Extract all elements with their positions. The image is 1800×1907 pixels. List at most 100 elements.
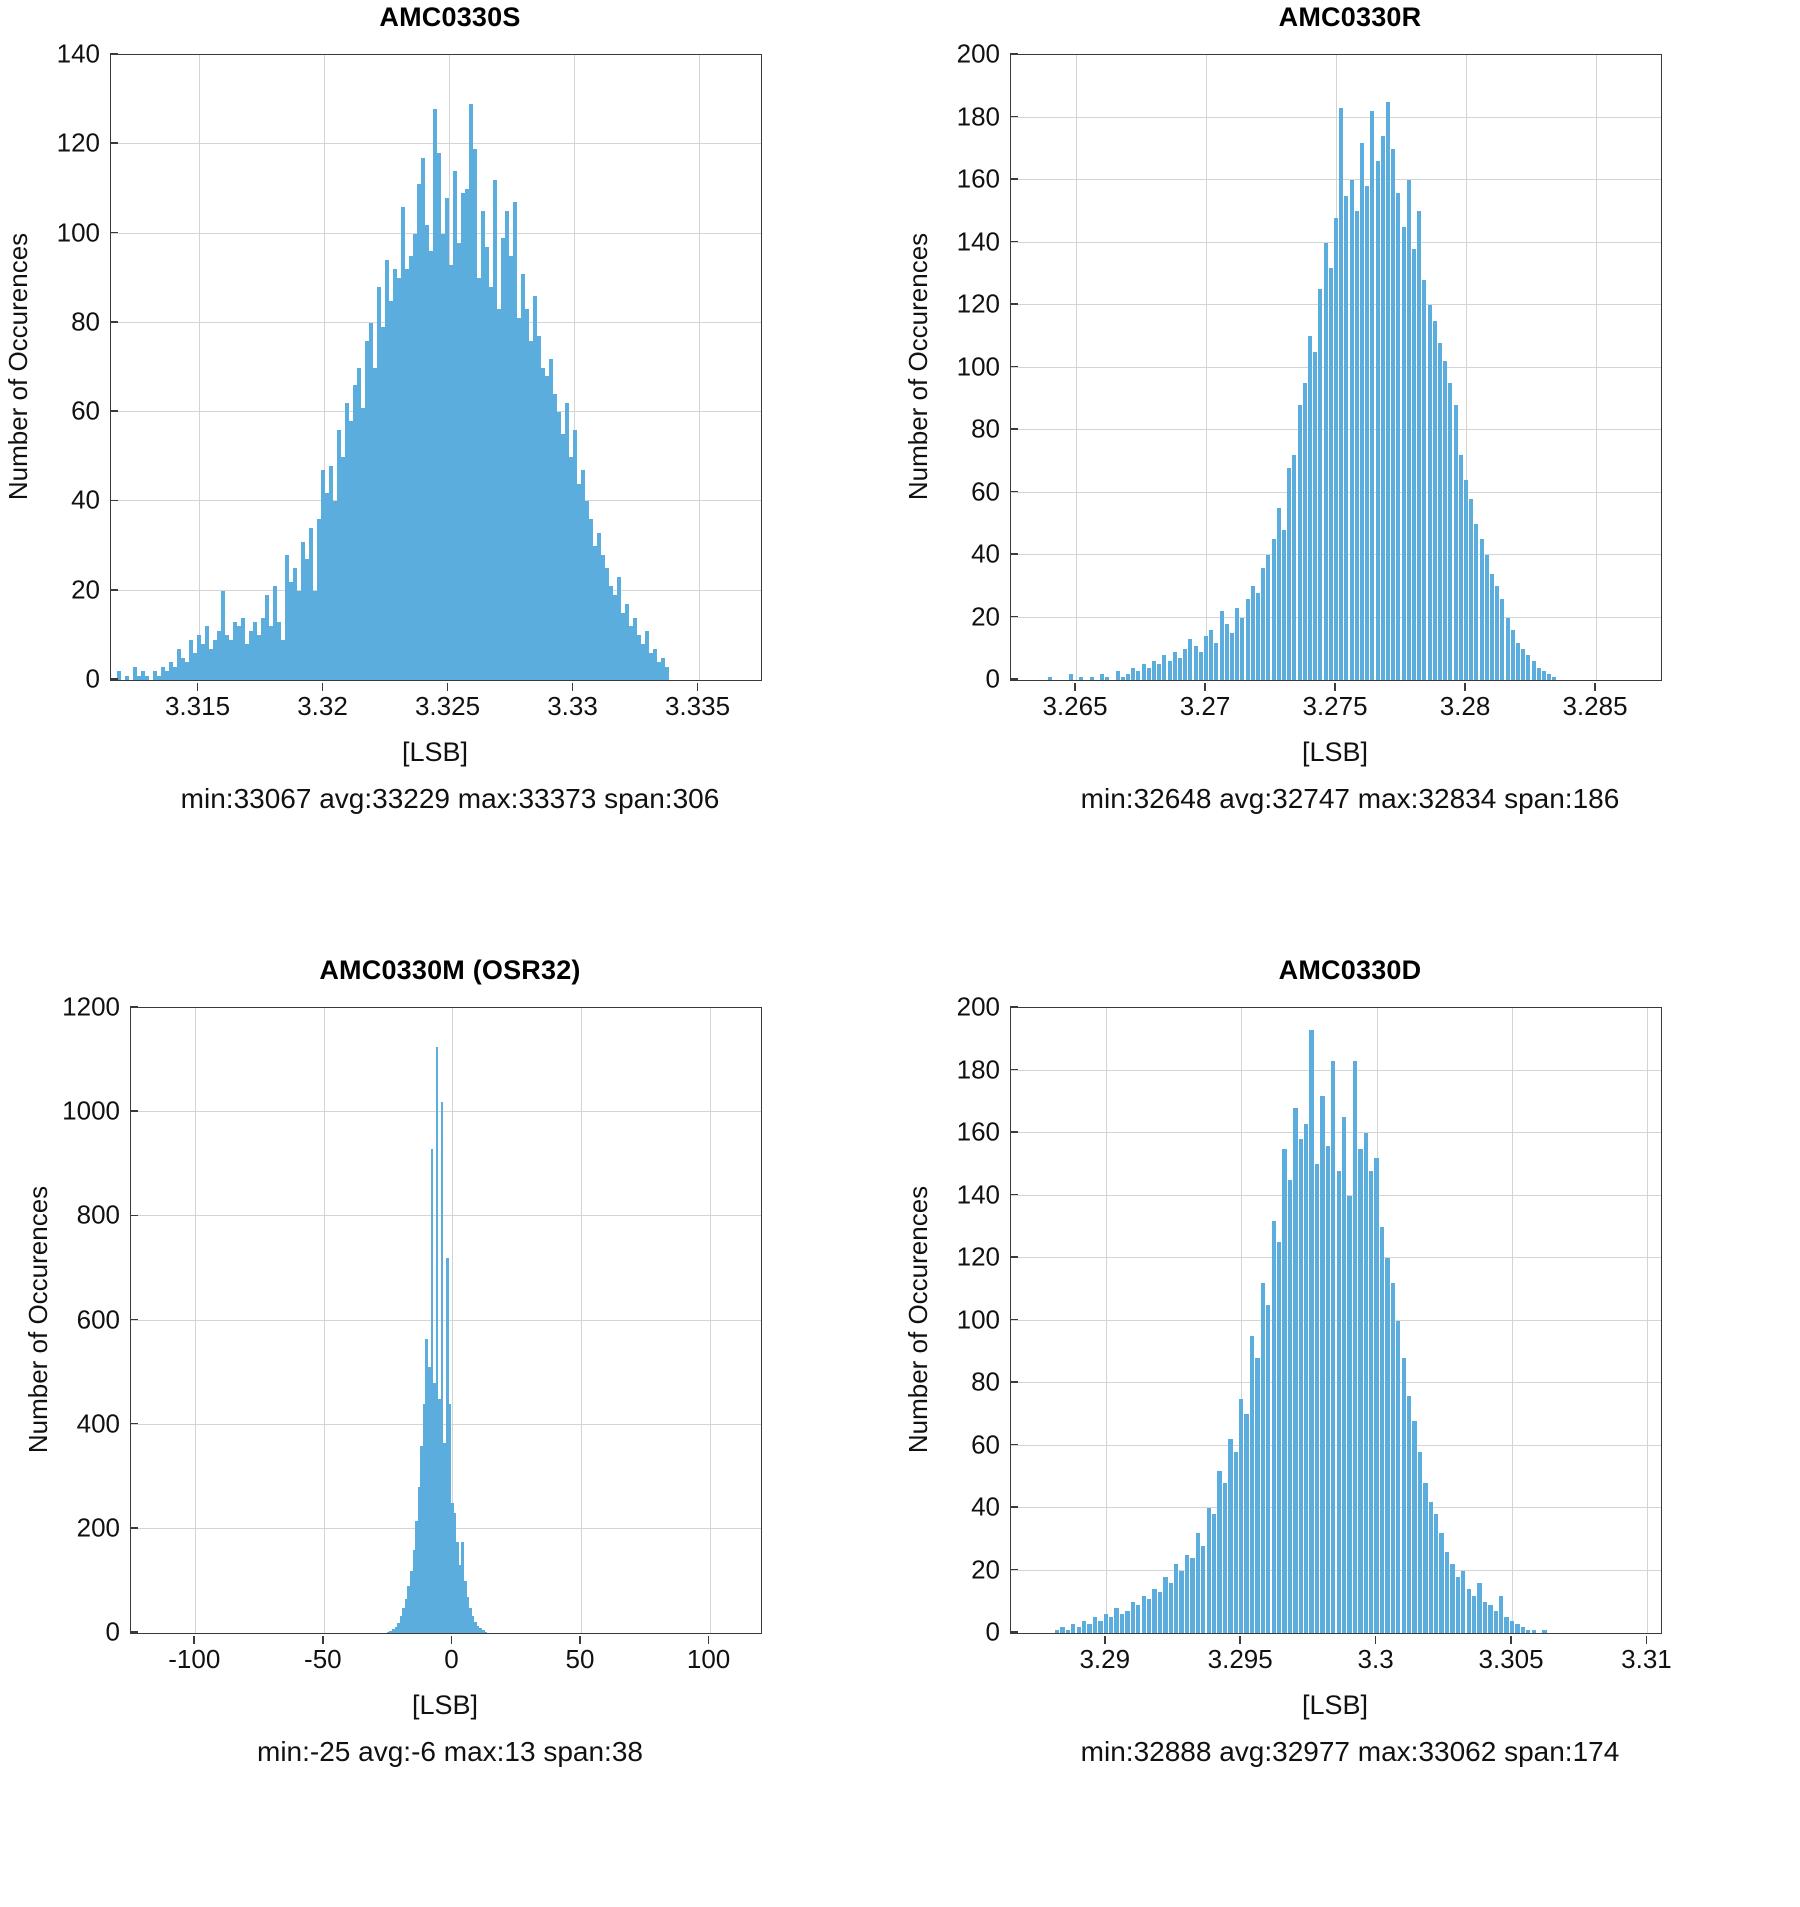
histogram-bar xyxy=(1068,673,1073,680)
histogram-bar xyxy=(264,595,269,680)
histogram-bar xyxy=(1515,642,1521,680)
histogram-bar xyxy=(140,671,145,680)
y-tick-mark xyxy=(130,1422,138,1425)
histogram-bar xyxy=(648,653,653,680)
histogram-bar xyxy=(428,1367,431,1633)
histogram-bar xyxy=(1363,1133,1368,1633)
y-tick-label: 80 xyxy=(71,306,100,337)
histogram-bar xyxy=(1365,186,1370,680)
histogram-bar xyxy=(476,278,481,680)
y-tick-mark xyxy=(110,321,118,323)
histogram-bar xyxy=(1406,1395,1412,1633)
y-axis-ticks: 0 20 40 60 80 100 120 140 160 180 200 xyxy=(938,39,1018,694)
histogram-bar xyxy=(1235,608,1240,680)
x-axis-label: [LSB] xyxy=(411,1690,479,1720)
x-tick-mark xyxy=(707,1636,710,1644)
histogram-bar xyxy=(640,644,645,680)
x-tick-mark xyxy=(1334,683,1336,691)
histogram-bar xyxy=(417,1487,421,1633)
gridline-horizontal xyxy=(1011,1132,1661,1133)
histogram-bar xyxy=(394,1626,398,1633)
gridline-vertical xyxy=(1647,1008,1649,1633)
histogram-bar xyxy=(1179,1570,1184,1633)
histogram-bar xyxy=(1499,1595,1504,1633)
y-tick-mark xyxy=(1010,1506,1018,1508)
gridline-horizontal xyxy=(1011,1319,1661,1321)
x-tick-label: -50 xyxy=(304,1644,342,1674)
histogram-bar xyxy=(1333,217,1339,680)
histogram-bar xyxy=(156,675,161,680)
histogram-bar xyxy=(420,157,425,680)
histogram-bar xyxy=(1526,655,1531,680)
histogram-bar xyxy=(524,309,529,680)
histogram-bar xyxy=(312,590,317,680)
x-tick-label: 50 xyxy=(565,1644,595,1674)
histogram-bar xyxy=(1047,676,1053,680)
y-tick-mark xyxy=(1010,1381,1018,1383)
histogram-bar xyxy=(1423,1483,1428,1633)
y-tick-label: 140 xyxy=(956,226,1000,256)
histogram-bar xyxy=(196,635,201,680)
histogram-bar xyxy=(1224,623,1229,680)
y-tick-label: 600 xyxy=(76,1304,120,1334)
histogram-bar xyxy=(480,211,485,680)
histogram-bar xyxy=(604,568,609,680)
histogram-bar xyxy=(1115,670,1120,680)
histogram-bar xyxy=(152,671,157,680)
histogram-bar xyxy=(440,233,445,680)
histogram-bar xyxy=(1260,1283,1266,1633)
histogram-bar xyxy=(1390,1283,1396,1633)
histogram-bar xyxy=(476,1625,480,1633)
gridline-vertical xyxy=(452,1008,454,1633)
histogram-bar xyxy=(320,470,325,680)
histogram-bar xyxy=(425,1338,428,1633)
histogram-bar xyxy=(1297,405,1302,680)
y-tick-label: 100 xyxy=(56,217,100,248)
gridline-horizontal xyxy=(131,1111,761,1113)
histogram-bar xyxy=(1146,667,1151,680)
histogram-bar xyxy=(364,340,369,680)
y-tick-label: 160 xyxy=(956,1116,1000,1147)
histogram-bar xyxy=(438,1398,441,1633)
histogram-bar xyxy=(466,1596,470,1633)
x-tick-mark xyxy=(450,1636,453,1644)
histogram-bar xyxy=(296,590,301,680)
histogram-bar xyxy=(1474,523,1479,680)
x-tick-label: 3.285 xyxy=(1562,691,1628,721)
histogram-bar xyxy=(1136,1604,1141,1633)
histogram-bar xyxy=(1201,1545,1206,1633)
histogram-bar xyxy=(432,108,437,680)
histogram-bar xyxy=(1109,1617,1114,1633)
x-tick-label: 3.28 xyxy=(1439,691,1491,721)
y-tick-label: 0 xyxy=(105,1616,120,1647)
gridline-vertical xyxy=(1466,55,1467,680)
histogram-bar xyxy=(1307,336,1313,680)
histogram-bar xyxy=(1281,530,1287,680)
y-tick-label: 200 xyxy=(956,38,1000,69)
histogram-bar xyxy=(552,394,557,680)
histogram-bar xyxy=(1193,645,1198,680)
histogram-bar xyxy=(1484,555,1489,680)
histogram-bar xyxy=(1401,1358,1406,1633)
histogram-bar xyxy=(1228,1439,1233,1633)
histogram-bar xyxy=(1379,1226,1385,1633)
histogram-bar xyxy=(1249,1336,1255,1633)
x-tick-label: 3.27 xyxy=(1179,691,1231,721)
histogram-bar xyxy=(520,273,525,680)
histogram-bar xyxy=(1177,658,1183,680)
histogram-bar xyxy=(168,662,173,680)
histogram-bar xyxy=(664,666,669,680)
histogram-bar xyxy=(1443,361,1448,680)
histogram-bar xyxy=(1240,617,1245,680)
x-tick-mark xyxy=(1594,683,1596,691)
x-tick-mark xyxy=(446,683,449,691)
y-tick-mark xyxy=(1010,615,1018,618)
x-tick-mark xyxy=(571,683,574,691)
histogram-bar xyxy=(596,532,601,680)
histogram-bar xyxy=(328,465,333,680)
gridline-horizontal xyxy=(131,1215,761,1217)
histogram-bar xyxy=(584,501,589,680)
x-tick-label: 3.335 xyxy=(664,691,731,721)
histogram-bar xyxy=(1239,1398,1244,1633)
gridline-vertical xyxy=(1076,55,1077,680)
